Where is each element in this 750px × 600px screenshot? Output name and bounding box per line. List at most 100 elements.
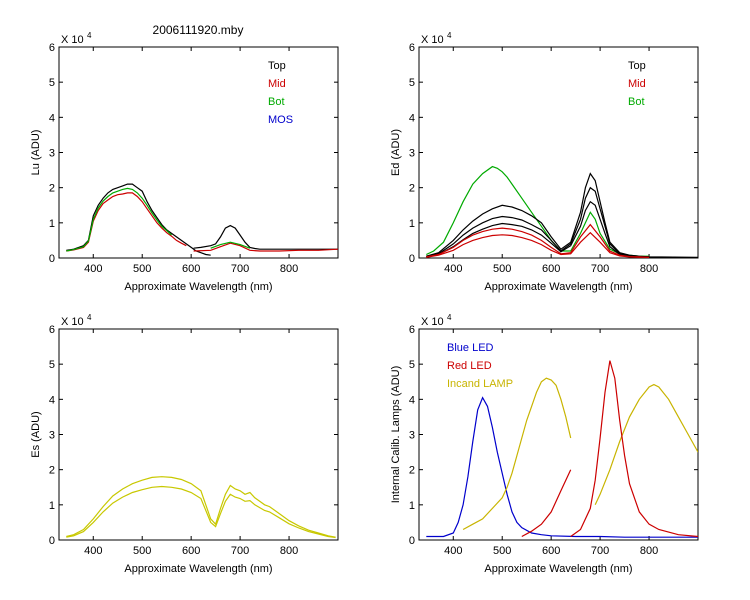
axis-exponent: X 10 [421,34,444,46]
series-line-mid-2- [193,242,338,252]
x-tick-label: 700 [231,545,249,557]
series-line-bot-2- [210,241,251,249]
y-tick-label: 0 [409,535,415,547]
y-tick-label: 1 [409,218,415,230]
series-line-es-2- [66,485,336,539]
y-tick-label: 2 [49,183,55,195]
x-tick-label: 500 [493,545,511,557]
y-axis-label: Es (ADU) [30,411,42,457]
y-tick-label: 2 [49,465,55,477]
x-tick-label: 600 [182,263,200,275]
plot-frame [58,46,339,259]
x-tick-label: 500 [133,263,151,275]
series-line-incand-lamp-a [462,377,572,531]
legend-entry: MOS [268,114,293,126]
series-line-red-led-b [570,360,698,538]
y-tick-label: 1 [49,218,55,230]
x-tick-label: 600 [182,545,200,557]
x-tick-label: 400 [84,263,102,275]
x-tick-label: 800 [280,545,298,557]
x-tick-label: 600 [542,545,560,557]
y-tick-label: 0 [49,253,55,265]
y-tick-label: 5 [409,359,415,371]
axis-exponent: X 10 [61,34,84,46]
legend-entry: Bot [628,96,645,108]
x-tick-label: 500 [493,263,511,275]
x-tick-label: 400 [84,545,102,557]
y-tick-label: 0 [409,253,415,265]
axis-exponent: X 10 [61,316,84,328]
y-tick-label: 1 [49,500,55,512]
series-group [66,476,336,539]
y-tick-label: 6 [49,42,55,54]
axis-exponent-power: 4 [87,31,92,40]
x-tick-label: 400 [444,263,462,275]
y-tick-label: 3 [409,430,415,442]
series-group [66,183,338,256]
y-axis-label: Lu (ADU) [30,130,42,176]
legend-entry: Bot [268,96,285,108]
y-tick-label: 4 [49,112,55,124]
series-line-mid [426,223,650,258]
plot-frame [58,328,339,541]
series-line-bot [66,187,173,252]
y-tick-label: 3 [49,148,55,160]
x-tick-label: 800 [640,263,658,275]
series-group [426,165,698,258]
series-line-mid [66,192,187,252]
y-tick-label: 6 [409,42,415,54]
series-line-top [426,172,698,258]
y-tick-label: 5 [409,77,415,89]
x-axis-label: Approximate Wavelength (nm) [484,281,632,293]
series-line-top [66,183,211,256]
x-tick-label: 800 [640,545,658,557]
plot-frame [418,46,699,259]
figure-title: 2006111920.mby [153,23,244,37]
legend-entry: Top [628,60,646,72]
y-axis-label: Internal Calib. Lamps (ADU) [390,366,402,504]
legend-entry: Mid [268,78,286,90]
y-tick-label: 3 [409,148,415,160]
x-tick-label: 700 [591,263,609,275]
legend-entry: Incand LAMP [447,378,513,390]
series-line-mid-2- [426,231,650,258]
x-tick-label: 800 [280,263,298,275]
x-axis-label: Approximate Wavelength (nm) [124,281,272,293]
y-axis-label: Ed (ADU) [390,129,402,176]
y-tick-label: 6 [409,324,415,336]
y-tick-label: 4 [409,394,415,406]
y-tick-label: 4 [409,112,415,124]
legend-entry: Mid [628,78,646,90]
legend-entry: Red LED [447,360,492,372]
y-tick-label: 0 [49,535,55,547]
series-line-top-3- [426,200,650,258]
legend-entry: Top [268,60,286,72]
x-tick-label: 600 [542,263,560,275]
x-tick-label: 500 [133,545,151,557]
y-tick-label: 2 [409,465,415,477]
y-tick-label: 1 [409,500,415,512]
series-line-red-led-a [521,469,572,538]
x-tick-label: 700 [591,545,609,557]
y-tick-label: 5 [49,359,55,371]
y-tick-label: 3 [49,430,55,442]
y-tick-label: 4 [49,394,55,406]
y-tick-label: 5 [49,77,55,89]
x-tick-label: 700 [231,263,249,275]
x-tick-label: 400 [444,545,462,557]
series-line-top-2- [193,224,338,250]
series-group [426,360,698,538]
series-line-incand-lamp-b [594,383,698,506]
axis-exponent-power: 4 [447,31,452,40]
series-line-top-2- [426,186,650,258]
y-tick-label: 6 [49,324,55,336]
series-line-blue-led [426,396,698,538]
x-axis-label: Approximate Wavelength (nm) [484,563,632,575]
series-line-es [66,476,336,538]
axis-exponent: X 10 [421,316,444,328]
